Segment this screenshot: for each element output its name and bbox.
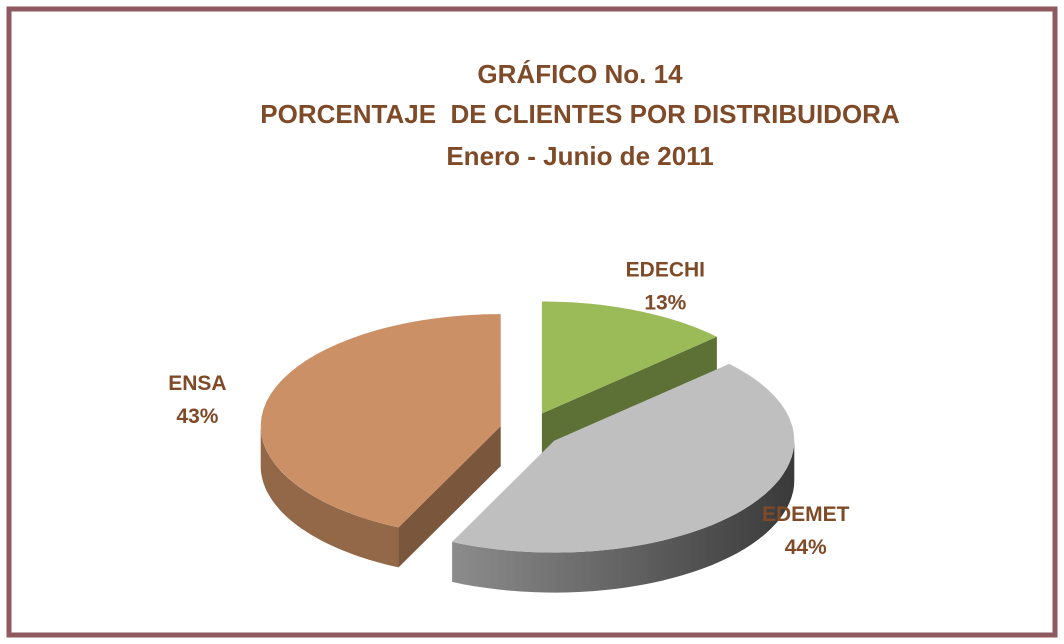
slice-label: ENSA — [168, 372, 226, 395]
slice-value-label: 43% — [176, 405, 218, 428]
slice-wall — [260, 426, 399, 568]
slice — [260, 314, 501, 528]
slice-value-label: 13% — [644, 292, 686, 315]
slice — [452, 363, 795, 553]
chart-title: PORCENTAJE DE CLIENTES POR DISTRIBUIDORA — [260, 99, 900, 129]
slice-value-label: 44% — [785, 536, 827, 559]
slice-label: EDEMET — [762, 503, 850, 526]
chart-title: GRÁFICO No. 14 — [477, 59, 683, 89]
chart-title: Enero - Junio de 2011 — [446, 141, 713, 171]
slice-side — [398, 426, 501, 568]
slice-wall — [452, 440, 795, 593]
slice-side — [541, 336, 717, 454]
slice-label: EDECHI — [626, 259, 705, 282]
slice — [541, 301, 717, 414]
